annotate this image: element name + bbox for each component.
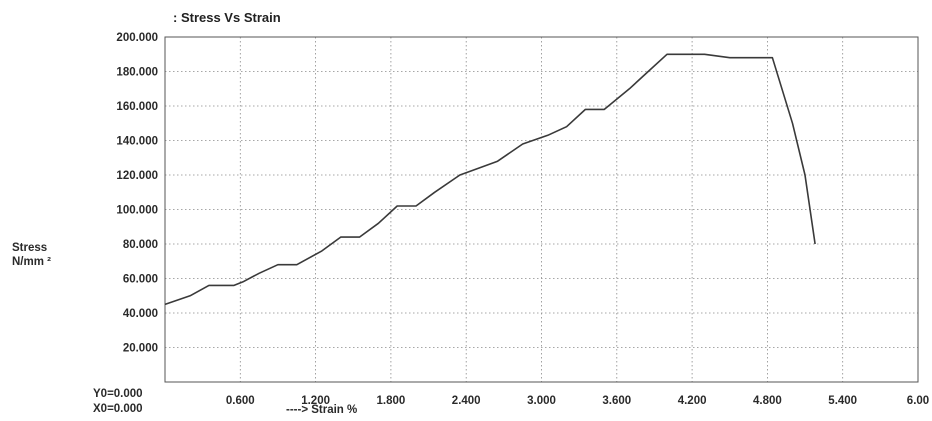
x-axis-label: ----> Strain % xyxy=(286,404,357,416)
stress-strain-line xyxy=(164,53,816,306)
y-tick-label: 120.000 xyxy=(116,170,158,182)
plot-frame xyxy=(164,36,919,383)
y-axis-unit: N/mm ² xyxy=(12,256,51,268)
y-tick-label: 180.000 xyxy=(116,67,158,79)
x-axis-tick-labels: 0.600 1.200 1.800 2.400 3.000 3.600 4.200 4.800… xyxy=(226,395,929,407)
y-tick-label: 140.000 xyxy=(116,136,158,148)
x-tick-label: 5.400 xyxy=(828,395,857,407)
x-tick-label: 1.200 xyxy=(301,395,330,407)
y-tick-label: 200.000 xyxy=(116,32,158,44)
x-tick-label: 2.400 xyxy=(452,395,481,407)
y-axis-label: Stress xyxy=(12,242,47,254)
x-tick-label: 4.200 xyxy=(678,395,707,407)
y-tick-label: 20.000 xyxy=(123,343,158,355)
x-tick-label: 3.000 xyxy=(527,395,556,407)
x-tick-label: 4.800 xyxy=(753,395,782,407)
origin-y-label: Y0=0.000 xyxy=(93,388,143,400)
y-tick-label: 160.000 xyxy=(116,101,158,113)
x-tick-label: 6.00 xyxy=(907,395,929,407)
y-tick-label: 40.000 xyxy=(123,308,158,320)
origin-x-label: X0=0.000 xyxy=(93,403,143,415)
x-tick-label: 1.800 xyxy=(377,395,406,407)
grid xyxy=(165,37,918,382)
y-tick-label: 80.000 xyxy=(123,239,158,251)
series-layer xyxy=(164,53,816,306)
y-axis-tick-labels: 20.000 40.000 60.000 80.000 100.000 120.000 14… xyxy=(116,32,158,355)
x-tick-label: 0.600 xyxy=(226,395,255,407)
y-tick-label: 100.000 xyxy=(116,205,158,217)
x-tick-label: 3.600 xyxy=(602,395,631,407)
chart-title: : Stress Vs Strain xyxy=(173,10,281,25)
y-tick-label: 60.000 xyxy=(123,274,158,286)
